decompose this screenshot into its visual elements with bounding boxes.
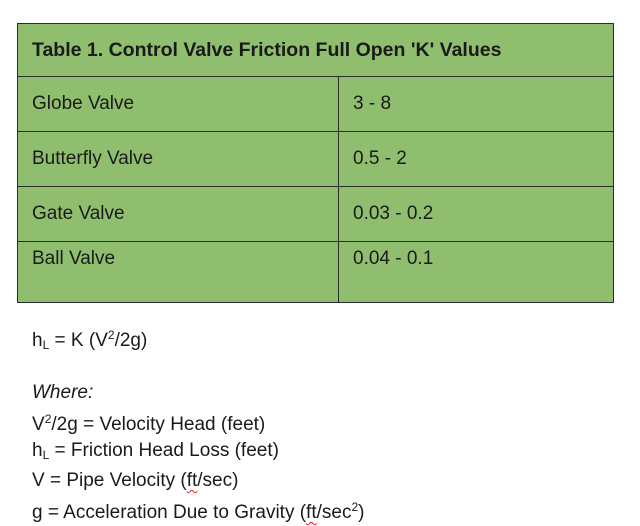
legend-superscript: 2 <box>44 412 52 426</box>
formula-section: hL = K (V2/2g) Where: V2/2g = Velocity H… <box>32 322 364 526</box>
legend-text: V = Pipe Velocity ( <box>32 470 187 491</box>
legend-line-pipe-velocity: V = Pipe Velocity (ft/sec) <box>32 468 364 494</box>
table-title: Table 1. Control Valve Friction Full Ope… <box>17 23 614 77</box>
valve-name-cell: Butterfly Valve <box>17 131 339 187</box>
formula-superscript: 2 <box>107 328 115 342</box>
k-value-cell: 0.5 - 2 <box>338 131 614 187</box>
k-value-cell: 0.04 - 0.1 <box>338 241 614 303</box>
formula-subscript: L <box>42 338 50 352</box>
legend-superscript: 2 <box>351 500 359 514</box>
valve-name-cell: Gate Valve <box>17 186 339 242</box>
legend-text: g = Acceleration Due to Gravity ( <box>32 502 307 523</box>
head-loss-formula: hL = K (V2/2g) <box>32 322 364 358</box>
formula-end: /2g) <box>114 330 148 351</box>
k-value-cell: 3 - 8 <box>338 76 614 132</box>
legend-line-velocity-head: V2/2g = Velocity Head (feet) <box>32 406 364 438</box>
where-label: Where: <box>32 382 94 403</box>
formula-h: h <box>32 330 43 351</box>
legend-text: ) <box>358 502 365 523</box>
valve-name-cell: Globe Valve <box>17 76 339 132</box>
legend-line-friction-loss: hL = Friction Head Loss (feet) <box>32 438 364 468</box>
table-row: Butterfly Valve 0.5 - 2 <box>17 131 614 187</box>
legend-text: = Friction Head Loss (feet) <box>49 440 279 461</box>
legend-text: /sec) <box>197 470 239 491</box>
legend-text: /2g = Velocity Head (feet) <box>51 414 266 435</box>
legend-text: V <box>32 414 45 435</box>
legend-unit: ft <box>306 502 317 523</box>
legend-text: h <box>32 440 43 461</box>
valve-name-cell: Ball Valve <box>17 241 339 303</box>
k-values-table: Table 1. Control Valve Friction Full Ope… <box>17 23 614 303</box>
legend-unit: ft <box>186 470 198 491</box>
table-row: Globe Valve 3 - 8 <box>17 76 614 132</box>
table-row: Ball Valve 0.04 - 0.1 <box>17 241 614 303</box>
legend-subscript: L <box>42 448 50 462</box>
formula-middle: = K (V <box>49 330 108 351</box>
legend-text: /sec <box>316 502 352 523</box>
k-value-cell: 0.03 - 0.2 <box>338 186 614 242</box>
legend-line-gravity: g = Acceleration Due to Gravity (ft/sec2… <box>32 494 364 526</box>
table-row: Gate Valve 0.03 - 0.2 <box>17 186 614 242</box>
